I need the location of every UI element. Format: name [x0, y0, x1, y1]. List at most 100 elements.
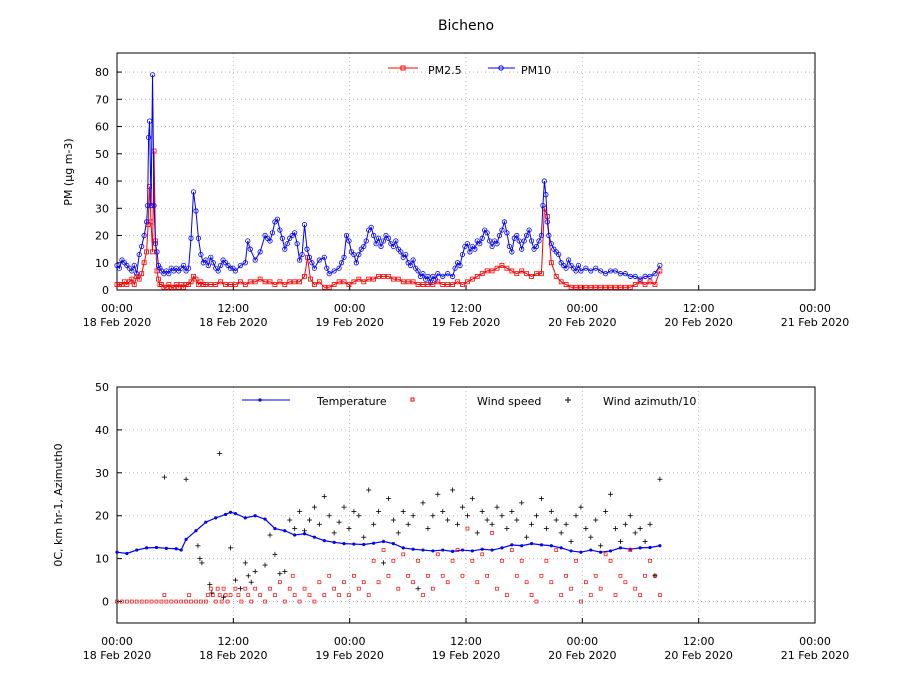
data-point: [609, 549, 612, 552]
x-tick-time: 00:00: [334, 635, 366, 648]
data-point: [293, 533, 296, 536]
y-tick-label: 70: [95, 93, 109, 106]
x-tick-date: 18 Feb 2020: [83, 649, 151, 662]
data-point: [565, 574, 568, 577]
data-point: [372, 559, 375, 562]
data-point: [555, 549, 558, 552]
data-point: [451, 550, 454, 553]
data-point: [397, 587, 400, 590]
data-point: [278, 581, 281, 584]
y-tick-label: 50: [95, 148, 109, 161]
data-point: [323, 539, 326, 542]
data-point: [426, 574, 429, 577]
data-point: [520, 559, 523, 562]
plot-frame: [117, 53, 815, 290]
data-point: [145, 546, 148, 549]
legend-label-temperature: Temperature: [316, 395, 387, 408]
x-tick-date: 19 Feb 2020: [432, 316, 500, 329]
data-point: [209, 587, 212, 590]
x-tick-date: 18 Feb 2020: [199, 649, 267, 662]
figure: Bicheno 0102030405060708000:0018 Feb 202…: [0, 0, 900, 700]
data-point: [644, 574, 647, 577]
x-tick-date: 20 Feb 2020: [548, 316, 616, 329]
legend-label-pm25: PM2.5: [428, 64, 462, 77]
data-point: [505, 594, 508, 597]
x-tick-date: 19 Feb 2020: [315, 649, 383, 662]
data-point: [402, 546, 405, 549]
data-point: [323, 594, 326, 597]
data-point: [352, 574, 355, 577]
y-tick-label: 30: [95, 202, 109, 215]
data-point: [570, 587, 573, 590]
data-point: [175, 547, 178, 550]
legend-label-pm10: PM10: [521, 64, 551, 77]
series-line-temperature: [117, 512, 660, 553]
data-point: [204, 521, 207, 524]
data-point: [130, 600, 133, 603]
data-point: [206, 594, 209, 597]
y-tick-label: 10: [95, 257, 109, 270]
data-point: [362, 581, 365, 584]
data-point: [530, 594, 533, 597]
data-point: [520, 544, 523, 547]
data-point: [224, 513, 227, 516]
x-tick-date: 20 Feb 2020: [664, 649, 732, 662]
data-point: [293, 594, 296, 597]
data-point: [412, 548, 415, 551]
data-point: [222, 587, 225, 590]
data-point: [194, 529, 197, 532]
y-tick-label: 40: [95, 424, 109, 437]
data-point: [170, 600, 173, 603]
y-tick-label: 20: [95, 510, 109, 523]
data-point: [584, 581, 587, 584]
data-point: [599, 587, 602, 590]
data-point: [254, 587, 257, 590]
data-point: [476, 581, 479, 584]
data-point: [614, 594, 617, 597]
x-tick-date: 19 Feb 2020: [432, 649, 500, 662]
pm-chart: 0102030405060708000:0018 Feb 202012:0018…: [62, 53, 849, 329]
data-point: [624, 581, 627, 584]
data-point: [550, 544, 553, 547]
data-point: [184, 538, 187, 541]
data-point: [214, 516, 217, 519]
data-point: [303, 587, 306, 590]
data-point: [649, 559, 652, 562]
data-point: [481, 553, 484, 556]
data-point: [481, 548, 484, 551]
data-point: [247, 594, 250, 597]
data-point: [490, 548, 493, 551]
data-point: [658, 263, 662, 267]
data-point: [357, 587, 360, 590]
data-point: [237, 594, 240, 597]
data-point: [560, 594, 563, 597]
data-point: [263, 518, 266, 521]
data-point: [594, 574, 597, 577]
data-point: [500, 559, 503, 562]
data-point: [244, 587, 247, 590]
data-point: [550, 581, 553, 584]
data-point: [560, 546, 563, 549]
legend-marker-wind-speed: [411, 398, 414, 401]
x-tick-time: 00:00: [566, 302, 598, 315]
data-point: [431, 587, 434, 590]
data-point: [392, 559, 395, 562]
data-point: [254, 514, 257, 517]
legend: PM2.5 PM10: [388, 64, 551, 77]
data-point: [268, 587, 271, 590]
data-point: [165, 547, 168, 550]
data-point: [496, 587, 499, 590]
data-point: [525, 581, 528, 584]
data-point: [328, 574, 331, 577]
legend-marker-temperature: [258, 398, 261, 401]
data-point: [658, 544, 661, 547]
data-point: [333, 541, 336, 544]
data-point: [180, 548, 183, 551]
data-point: [216, 587, 219, 590]
data-point: [229, 511, 232, 514]
data-point: [308, 594, 311, 597]
data-point: [619, 574, 622, 577]
series-line-pm25: [117, 151, 660, 287]
data-point: [431, 549, 434, 552]
data-point: [500, 546, 503, 549]
